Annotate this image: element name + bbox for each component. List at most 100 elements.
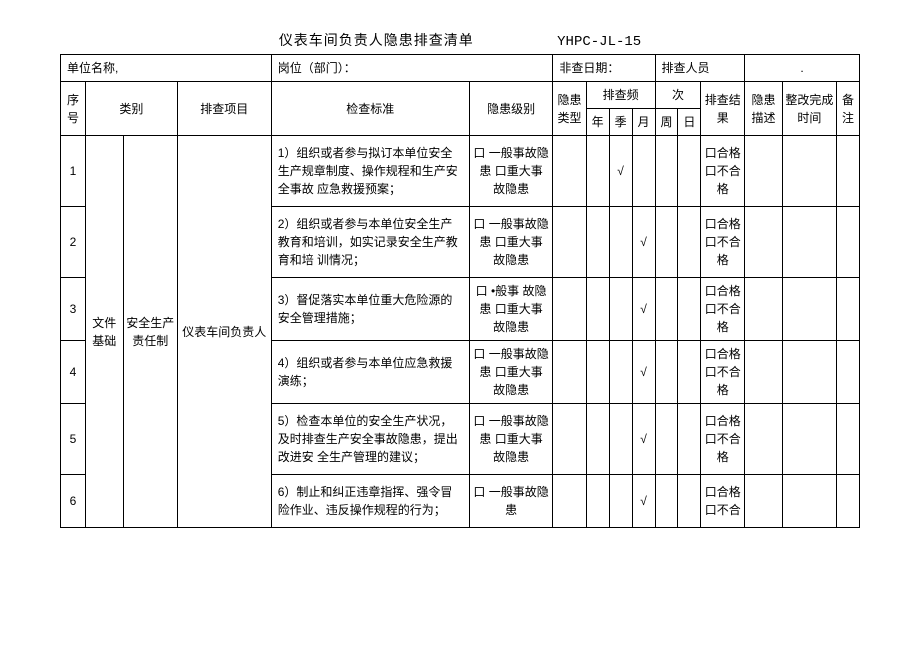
freq-d-cell (678, 341, 701, 404)
col-result: 排查结果 (701, 82, 745, 136)
standard-cell: 2）组织或者参与本单位安全生产教育和培训，如实记录安全生产教育和培 训情况； (271, 207, 469, 278)
col-month: 月 (632, 109, 655, 136)
desc-cell (745, 475, 783, 528)
time-cell (782, 278, 836, 341)
inspector-value: . (745, 55, 860, 82)
standard-cell: 4）组织或者参与本单位应急救援演练； (271, 341, 469, 404)
inspector-label: 排查人员 (655, 55, 745, 82)
freq-d-cell (678, 404, 701, 475)
note-cell (836, 136, 859, 207)
freq-w-cell (655, 404, 678, 475)
result-cell: 口合格 口不合格 (701, 136, 745, 207)
doc-title: 仪表车间负责人隐患排查清单 (279, 30, 474, 50)
col-freq2: 次 (655, 82, 701, 109)
standard-cell: 1）组织或者参与拟订本单位安全生产规章制度、操作规程和生产安全事故 应急救援预案… (271, 136, 469, 207)
col-quarter: 季 (609, 109, 632, 136)
result-cell: 口合格 口不合格 (701, 207, 745, 278)
seq-cell: 6 (61, 475, 86, 528)
note-cell (836, 278, 859, 341)
standard-cell: 3）督促落实本单位重大危险源的安全管理措施； (271, 278, 469, 341)
col-seq: 序号 (61, 82, 86, 136)
freq-y-cell (586, 404, 609, 475)
freq-y-cell (586, 207, 609, 278)
note-cell (836, 207, 859, 278)
col-type: 隐患类型 (553, 82, 586, 136)
result-cell: 口合格 口不合格 (701, 278, 745, 341)
col-day: 日 (678, 109, 701, 136)
freq-d-cell (678, 278, 701, 341)
level-cell: 口 一般事故隐患 口重大事 故隐患 (469, 404, 552, 475)
freq-m-cell (632, 136, 655, 207)
freq-q-cell: √ (609, 136, 632, 207)
freq-m-cell: √ (632, 341, 655, 404)
standard-cell: 5）检查本单位的安全生产状况，及时排查生产安全事故隐患，提出改进安 全生产管理的… (271, 404, 469, 475)
main-table: 单位名称, 岗位（部门）： 非查日期： 排查人员 . 序号 类别 排查项目 检查… (60, 54, 860, 528)
col-note: 备注 (836, 82, 859, 136)
freq-m-cell: √ (632, 207, 655, 278)
level-cell: 口 •般事 故隐患 口重大事 故隐患 (469, 278, 552, 341)
level-cell: 口 一般事故隐患 口重大事 故隐患 (469, 341, 552, 404)
desc-cell (745, 404, 783, 475)
freq-y-cell (586, 136, 609, 207)
col-category: 类别 (86, 82, 178, 136)
doc-code: YHPC-JL-15 (557, 34, 641, 50)
freq-y-cell (586, 341, 609, 404)
level-cell: 口 一般事故隐患 口重大事 故隐患 (469, 136, 552, 207)
type-cell (553, 404, 586, 475)
col-week: 周 (655, 109, 678, 136)
freq-d-cell (678, 136, 701, 207)
result-cell: 口合格 口不合格 (701, 404, 745, 475)
result-cell: 口合格 口不合 (701, 475, 745, 528)
type-cell (553, 136, 586, 207)
col-year: 年 (586, 109, 609, 136)
freq-q-cell (609, 207, 632, 278)
time-cell (782, 341, 836, 404)
project-cell: 仪表车间负责人 (177, 136, 271, 528)
freq-q-cell (609, 404, 632, 475)
unit-name-label: 单位名称, (61, 55, 272, 82)
freq-m-cell: √ (632, 404, 655, 475)
note-cell (836, 404, 859, 475)
time-cell (782, 404, 836, 475)
header-row-1: 序号 类别 排查项目 检查标准 隐患级别 隐患类型 排查频 次 排查结果 隐患描… (61, 82, 860, 109)
note-cell (836, 341, 859, 404)
result-cell: 口合格 口不合格 (701, 341, 745, 404)
freq-q-cell (609, 341, 632, 404)
freq-m-cell: √ (632, 278, 655, 341)
freq-y-cell (586, 475, 609, 528)
time-cell (782, 475, 836, 528)
table-row: 1文件基础安全生产责任制仪表车间负责人1）组织或者参与拟订本单位安全生产规章制度… (61, 136, 860, 207)
freq-m-cell: √ (632, 475, 655, 528)
seq-cell: 3 (61, 278, 86, 341)
type-cell (553, 475, 586, 528)
seq-cell: 2 (61, 207, 86, 278)
seq-cell: 1 (61, 136, 86, 207)
col-level: 隐患级别 (469, 82, 552, 136)
freq-q-cell (609, 475, 632, 528)
position-label: 岗位（部门）： (271, 55, 553, 82)
col-time: 整改完成 时间 (782, 82, 836, 136)
note-cell (836, 475, 859, 528)
freq-w-cell (655, 341, 678, 404)
info-row: 单位名称, 岗位（部门）： 非查日期： 排查人员 . (61, 55, 860, 82)
type-cell (553, 278, 586, 341)
type-cell (553, 207, 586, 278)
desc-cell (745, 136, 783, 207)
item-group-cell: 安全生产责任制 (123, 136, 177, 528)
time-cell (782, 136, 836, 207)
level-cell: 口 一般事故隐患 (469, 475, 552, 528)
freq-w-cell (655, 207, 678, 278)
seq-cell: 5 (61, 404, 86, 475)
standard-cell: 6）制止和纠正违章指挥、强令冒险作业、违反操作规程的行为； (271, 475, 469, 528)
freq-d-cell (678, 207, 701, 278)
type-cell (553, 341, 586, 404)
col-freq: 排查频 (586, 82, 655, 109)
freq-q-cell (609, 278, 632, 341)
col-standard: 检查标准 (271, 82, 469, 136)
col-project: 排查项目 (177, 82, 271, 136)
freq-w-cell (655, 278, 678, 341)
desc-cell (745, 341, 783, 404)
freq-w-cell (655, 475, 678, 528)
freq-d-cell (678, 475, 701, 528)
time-cell (782, 207, 836, 278)
